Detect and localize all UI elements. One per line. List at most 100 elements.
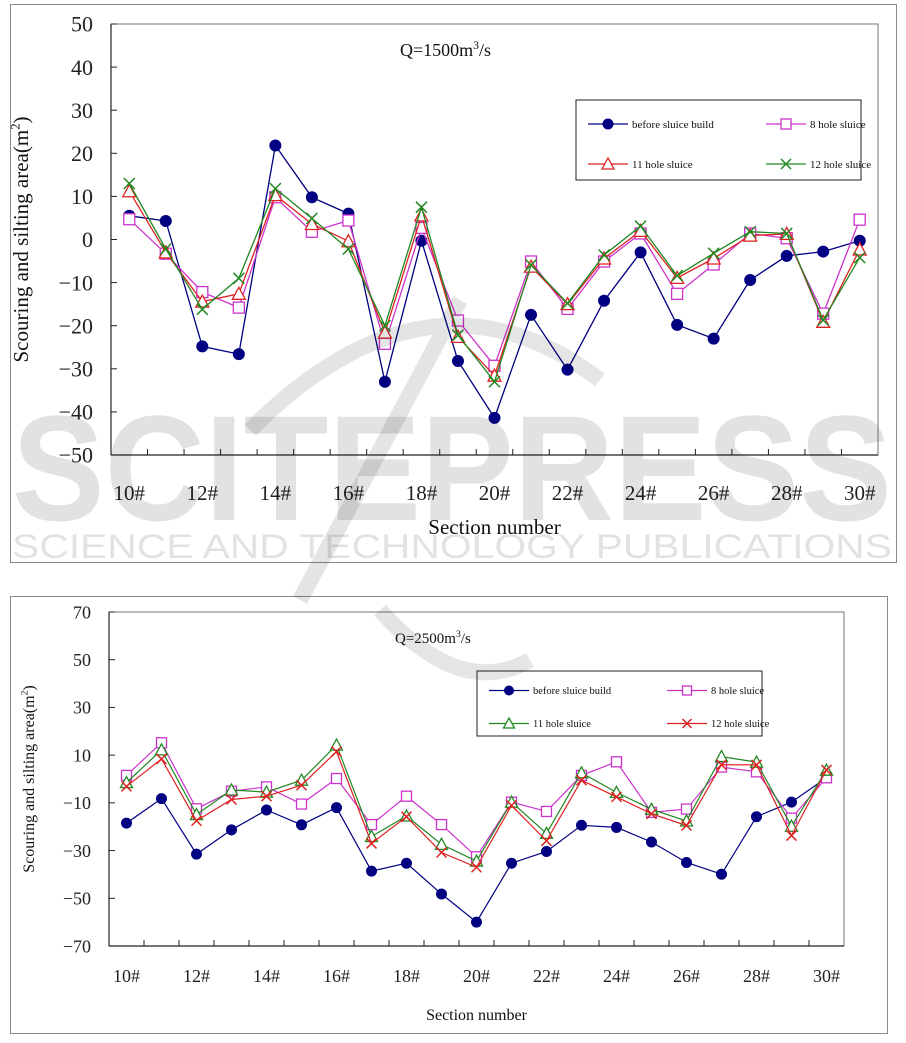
data-point <box>304 216 320 231</box>
data-point <box>156 793 167 805</box>
y-tick-label: 20 <box>71 141 93 166</box>
data-point <box>190 815 203 827</box>
data-point <box>296 819 307 831</box>
x-tick-label: 16# <box>323 966 350 986</box>
y-tick-label: −10 <box>63 793 91 813</box>
data-point <box>561 363 574 376</box>
legend-label: 11 hole sluice <box>533 719 591 730</box>
legend-marker <box>681 685 693 696</box>
data-point <box>401 857 412 869</box>
data-point <box>488 375 501 388</box>
x-tick-label: 22# <box>533 966 560 986</box>
data-point <box>525 308 538 321</box>
data-point <box>121 817 132 829</box>
data-point <box>305 212 318 225</box>
data-point <box>540 835 553 847</box>
data-point <box>634 246 647 259</box>
y-tick-label: 30 <box>71 98 93 123</box>
y-axis-title: Scouring and silting area(m2) <box>20 685 38 872</box>
data-point <box>471 916 482 928</box>
legend-label: 12 hole sluice <box>711 719 770 730</box>
y-tick-label: −50 <box>63 889 91 909</box>
data-point <box>261 804 272 816</box>
data-point <box>329 737 344 751</box>
x-tick-label: 12# <box>187 481 219 505</box>
data-point <box>330 772 343 785</box>
y-tick-label: −30 <box>63 841 91 861</box>
data-point <box>561 297 574 310</box>
data-point <box>155 753 168 765</box>
data-point <box>671 318 684 331</box>
data-point <box>366 865 377 877</box>
x-tick-label: 26# <box>698 481 730 505</box>
data-point <box>506 857 517 869</box>
data-point <box>436 888 447 900</box>
data-point <box>524 258 538 271</box>
data-point <box>269 182 282 195</box>
data-point <box>680 819 693 832</box>
chart-panel-q2500 <box>10 596 888 1034</box>
data-point <box>610 791 623 803</box>
chart-title: Q=1500m3/s <box>400 39 491 60</box>
data-point <box>154 742 169 756</box>
series-12-hole-sluice <box>120 746 833 873</box>
data-point <box>378 319 391 332</box>
y-tick-label: 50 <box>71 12 93 37</box>
data-point <box>331 802 342 814</box>
data-point <box>123 177 136 190</box>
y-tick-label: −20 <box>59 313 93 338</box>
data-point <box>378 375 391 388</box>
legend-item: 12 hole sluice <box>766 158 871 171</box>
series-before-sluice-build <box>123 139 866 424</box>
legend-item: 12 hole sluice <box>667 718 770 730</box>
legend-marker <box>502 716 516 729</box>
data-point <box>786 796 797 808</box>
legend-marker <box>780 118 792 130</box>
legend-marker <box>780 158 792 170</box>
data-point <box>415 201 428 214</box>
y-tick-label: 0 <box>82 227 93 252</box>
data-point <box>645 808 658 820</box>
x-tick-label: 20# <box>463 966 490 986</box>
data-point <box>634 220 647 233</box>
data-point <box>225 793 238 806</box>
data-point <box>191 848 202 860</box>
data-point <box>231 285 247 300</box>
data-point <box>714 749 729 763</box>
x-tick-label: 18# <box>393 966 420 986</box>
legend-marker <box>681 718 693 729</box>
data-point <box>377 324 393 339</box>
data-point <box>260 790 273 802</box>
data-point <box>716 868 727 880</box>
data-point <box>232 348 245 361</box>
data-point <box>224 782 239 796</box>
y-tick-label: −40 <box>59 400 93 425</box>
data-point <box>399 808 414 822</box>
legend-label: before sluice build <box>533 686 612 697</box>
x-tick-label: 12# <box>183 966 210 986</box>
data-point <box>610 756 623 768</box>
data-point <box>378 337 392 350</box>
data-point <box>646 836 657 848</box>
data-point <box>744 225 757 238</box>
data-point <box>669 269 685 285</box>
y-tick-label: 50 <box>73 650 91 670</box>
chart-2: 70 50 30 10 −10 −30 −50 −70 10# 12# 14# 16# 18# 20# 22… <box>20 602 845 1024</box>
x-tick-label: 30# <box>813 966 840 986</box>
data-point <box>295 779 308 791</box>
data-point <box>434 837 449 851</box>
plot-area <box>110 23 879 456</box>
legend: before sluice build 8 hole sluice 11 hole … <box>575 99 871 181</box>
data-point <box>785 830 798 842</box>
data-point <box>365 837 378 849</box>
legend-item: 11 hole sluice <box>489 716 591 730</box>
data-point <box>598 248 611 262</box>
data-point <box>400 811 413 823</box>
legend-label: 8 hole sluice <box>810 119 866 131</box>
data-point <box>232 301 245 314</box>
legend-marker <box>504 685 514 696</box>
y-tick-label: −70 <box>63 936 91 956</box>
data-point <box>671 269 684 282</box>
data-point <box>574 765 589 779</box>
data-point <box>852 241 868 256</box>
